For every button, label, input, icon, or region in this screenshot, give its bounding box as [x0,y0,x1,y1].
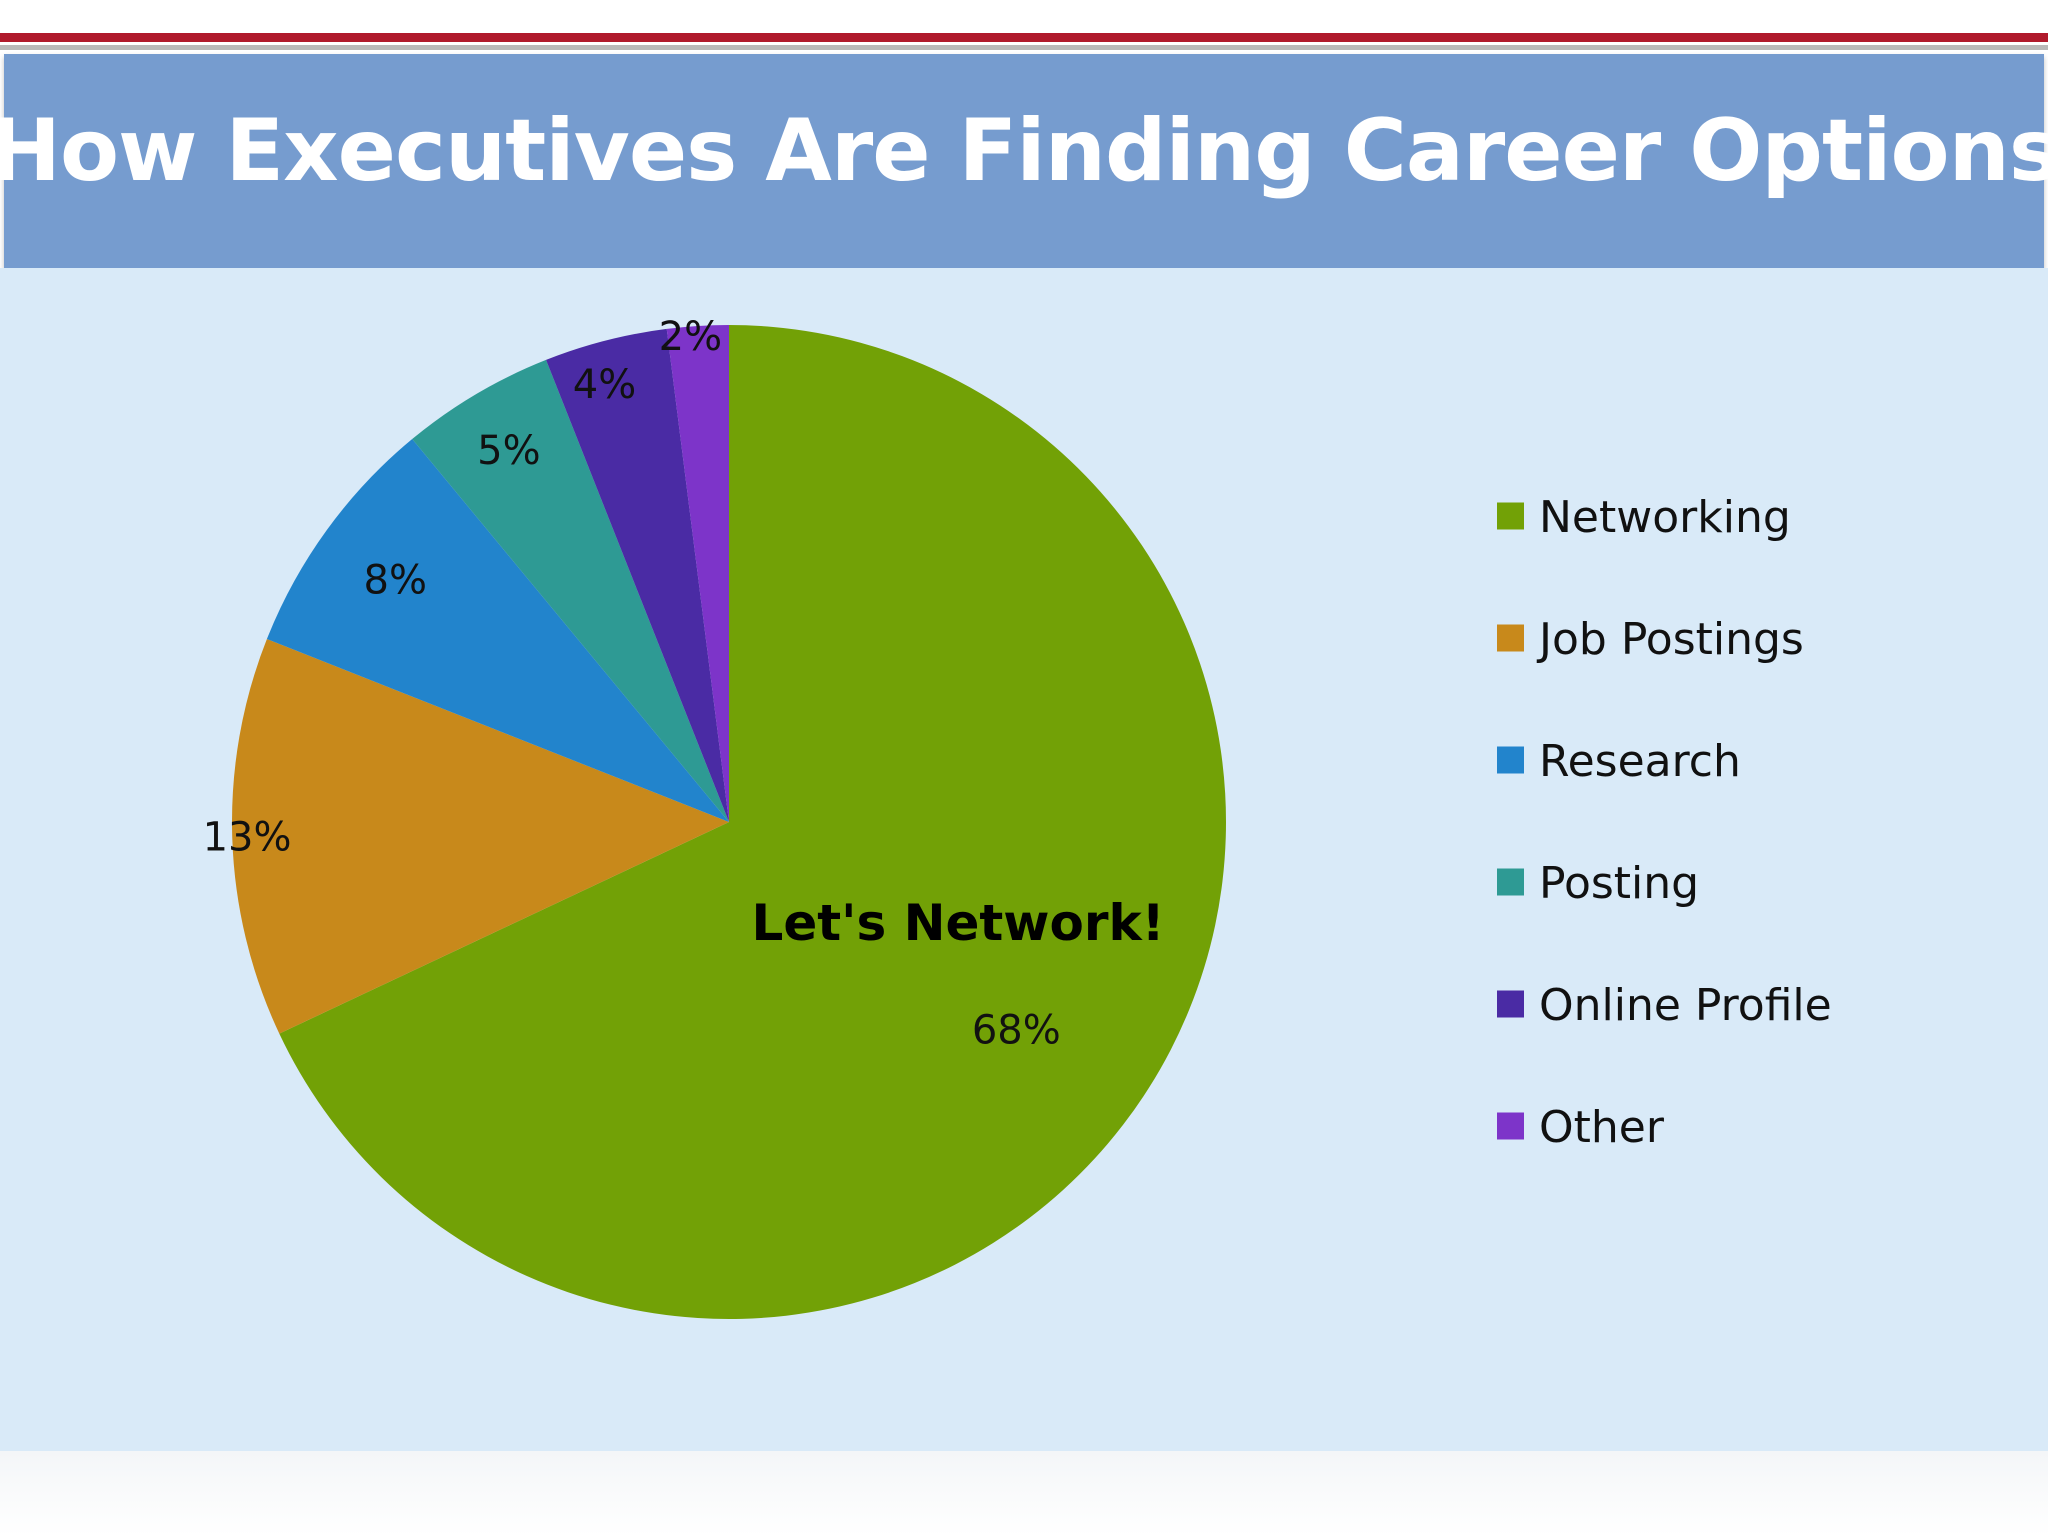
title-banner: How Executives Are Finding Career Option… [0,54,2048,268]
pie-slice-posting [412,359,729,822]
chart-legend: Networking Job Postings Research Posting Onl… [1497,492,1832,1153]
legend-swatch-online-profile [1497,990,1524,1018]
legend-label-other: Other [1539,1102,1665,1153]
legend-label-posting: Posting [1539,858,1699,909]
data-label-networking: 68% [972,1008,1061,1054]
chart-annotation: Let's Network! [751,894,1164,952]
data-label-posting: 5% [477,428,540,474]
pie-slice-research [266,439,729,822]
legend-label-research: Research [1539,736,1741,787]
pie-slices [232,325,1226,1319]
legend-swatch-job-postings [1497,624,1524,652]
pie-slice-other [666,325,729,822]
header-accent-line [0,33,2048,42]
data-label-online-profile: 4% [573,362,636,408]
legend-swatch-research [1497,746,1524,774]
slide-title: How Executives Are Finding Career Option… [0,101,2048,201]
data-label-other: 2% [659,314,722,360]
legend-label-networking: Networking [1539,492,1791,543]
legend-label-job-postings: Job Postings [1536,614,1804,665]
header-divider-line [0,45,2048,50]
legend-label-online-profile: Online Profile [1539,980,1832,1031]
pie-slice-online-profile [546,328,729,822]
footer-band [0,1451,2048,1536]
legend-swatch-networking [1497,502,1524,530]
pie-slice-networking [279,325,1226,1319]
data-label-job-postings: 13% [203,815,292,861]
pie-data-labels: 68% 13% 8% 5% 4% 2% [203,314,1061,1054]
data-label-research: 8% [364,558,427,604]
legend-swatch-posting [1497,868,1524,896]
legend-swatch-other [1497,1112,1524,1140]
pie-slice-job-postings [232,639,730,1034]
